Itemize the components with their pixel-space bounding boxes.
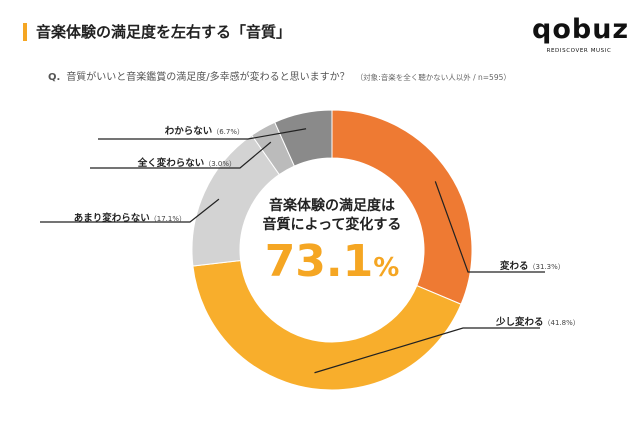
logo-tagline: REDISCOVER MUSIC (546, 48, 612, 54)
slice-category-unknown: わからない (165, 126, 213, 137)
slice-category-change: 変わる (500, 260, 529, 272)
center-line-2: 音質によって変化する (262, 217, 402, 233)
center-value-unit: % (373, 253, 400, 283)
slice-label-slightly-change: 少し変わる（41.8%） (495, 316, 580, 328)
slice-category-never-change: 全く変わらない (137, 157, 205, 169)
leader-line-never-change (90, 141, 272, 169)
slice-category-slightly-change: 少し変わる (495, 316, 544, 328)
question-note: （対象:音楽を全く聴かない人以外 / n=595） (355, 73, 511, 82)
slice-label-change: 変わる（31.3%） (500, 260, 565, 272)
slice-label-never-change: 全く変わらない（3.0%） (137, 157, 236, 169)
slice-value-never-change: （3.0%） (204, 160, 236, 168)
slice-value-unknown: （6.7%） (212, 128, 244, 136)
leader-line-unknown (98, 128, 307, 140)
slice-slightly-change (192, 259, 462, 391)
slice-value-rarely-change: （17.1%） (150, 215, 186, 223)
logo-wordmark: qobuz (532, 14, 630, 45)
survey-question: Q. 音質がいいと音楽鑑賞の満足度/多幸感が変わると思いますか？ （対象:音楽を全く… (48, 68, 511, 83)
slice-label-unknown: わからない（6.7%） (165, 126, 244, 137)
chart-center-summary: 音楽体験の満足度は 音質によって変化する 73.1% (250, 197, 414, 293)
leader-line-rarely-change (40, 198, 220, 223)
slice-value-slightly-change: （41.8%） (544, 319, 580, 327)
slice-value-change: （31.3%） (529, 263, 565, 271)
page-title: 音楽体験の満足度を左右する「音質」 (36, 23, 292, 41)
leader-line-slightly-change (314, 327, 540, 374)
title-accent-bar (23, 23, 27, 41)
leader-line-change (434, 181, 545, 273)
slice-change (331, 109, 473, 305)
slice-label-rarely-change: あまり変わらない（17.1%） (74, 212, 186, 224)
question-prefix: Q. (48, 72, 61, 83)
center-value-number: 73.1 (264, 236, 374, 287)
slice-unknown (274, 109, 333, 167)
center-highlight-value: 73.1% (250, 237, 414, 293)
qobuz-logo: qobuz REDISCOVER MUSIC (532, 14, 630, 61)
center-line-1: 音楽体験の満足度は (269, 198, 395, 214)
question-text: 音質がいいと音楽鑑賞の満足度/多幸感が変わると思いますか？ (66, 72, 350, 83)
slice-category-rarely-change: あまり変わらない (74, 212, 150, 224)
